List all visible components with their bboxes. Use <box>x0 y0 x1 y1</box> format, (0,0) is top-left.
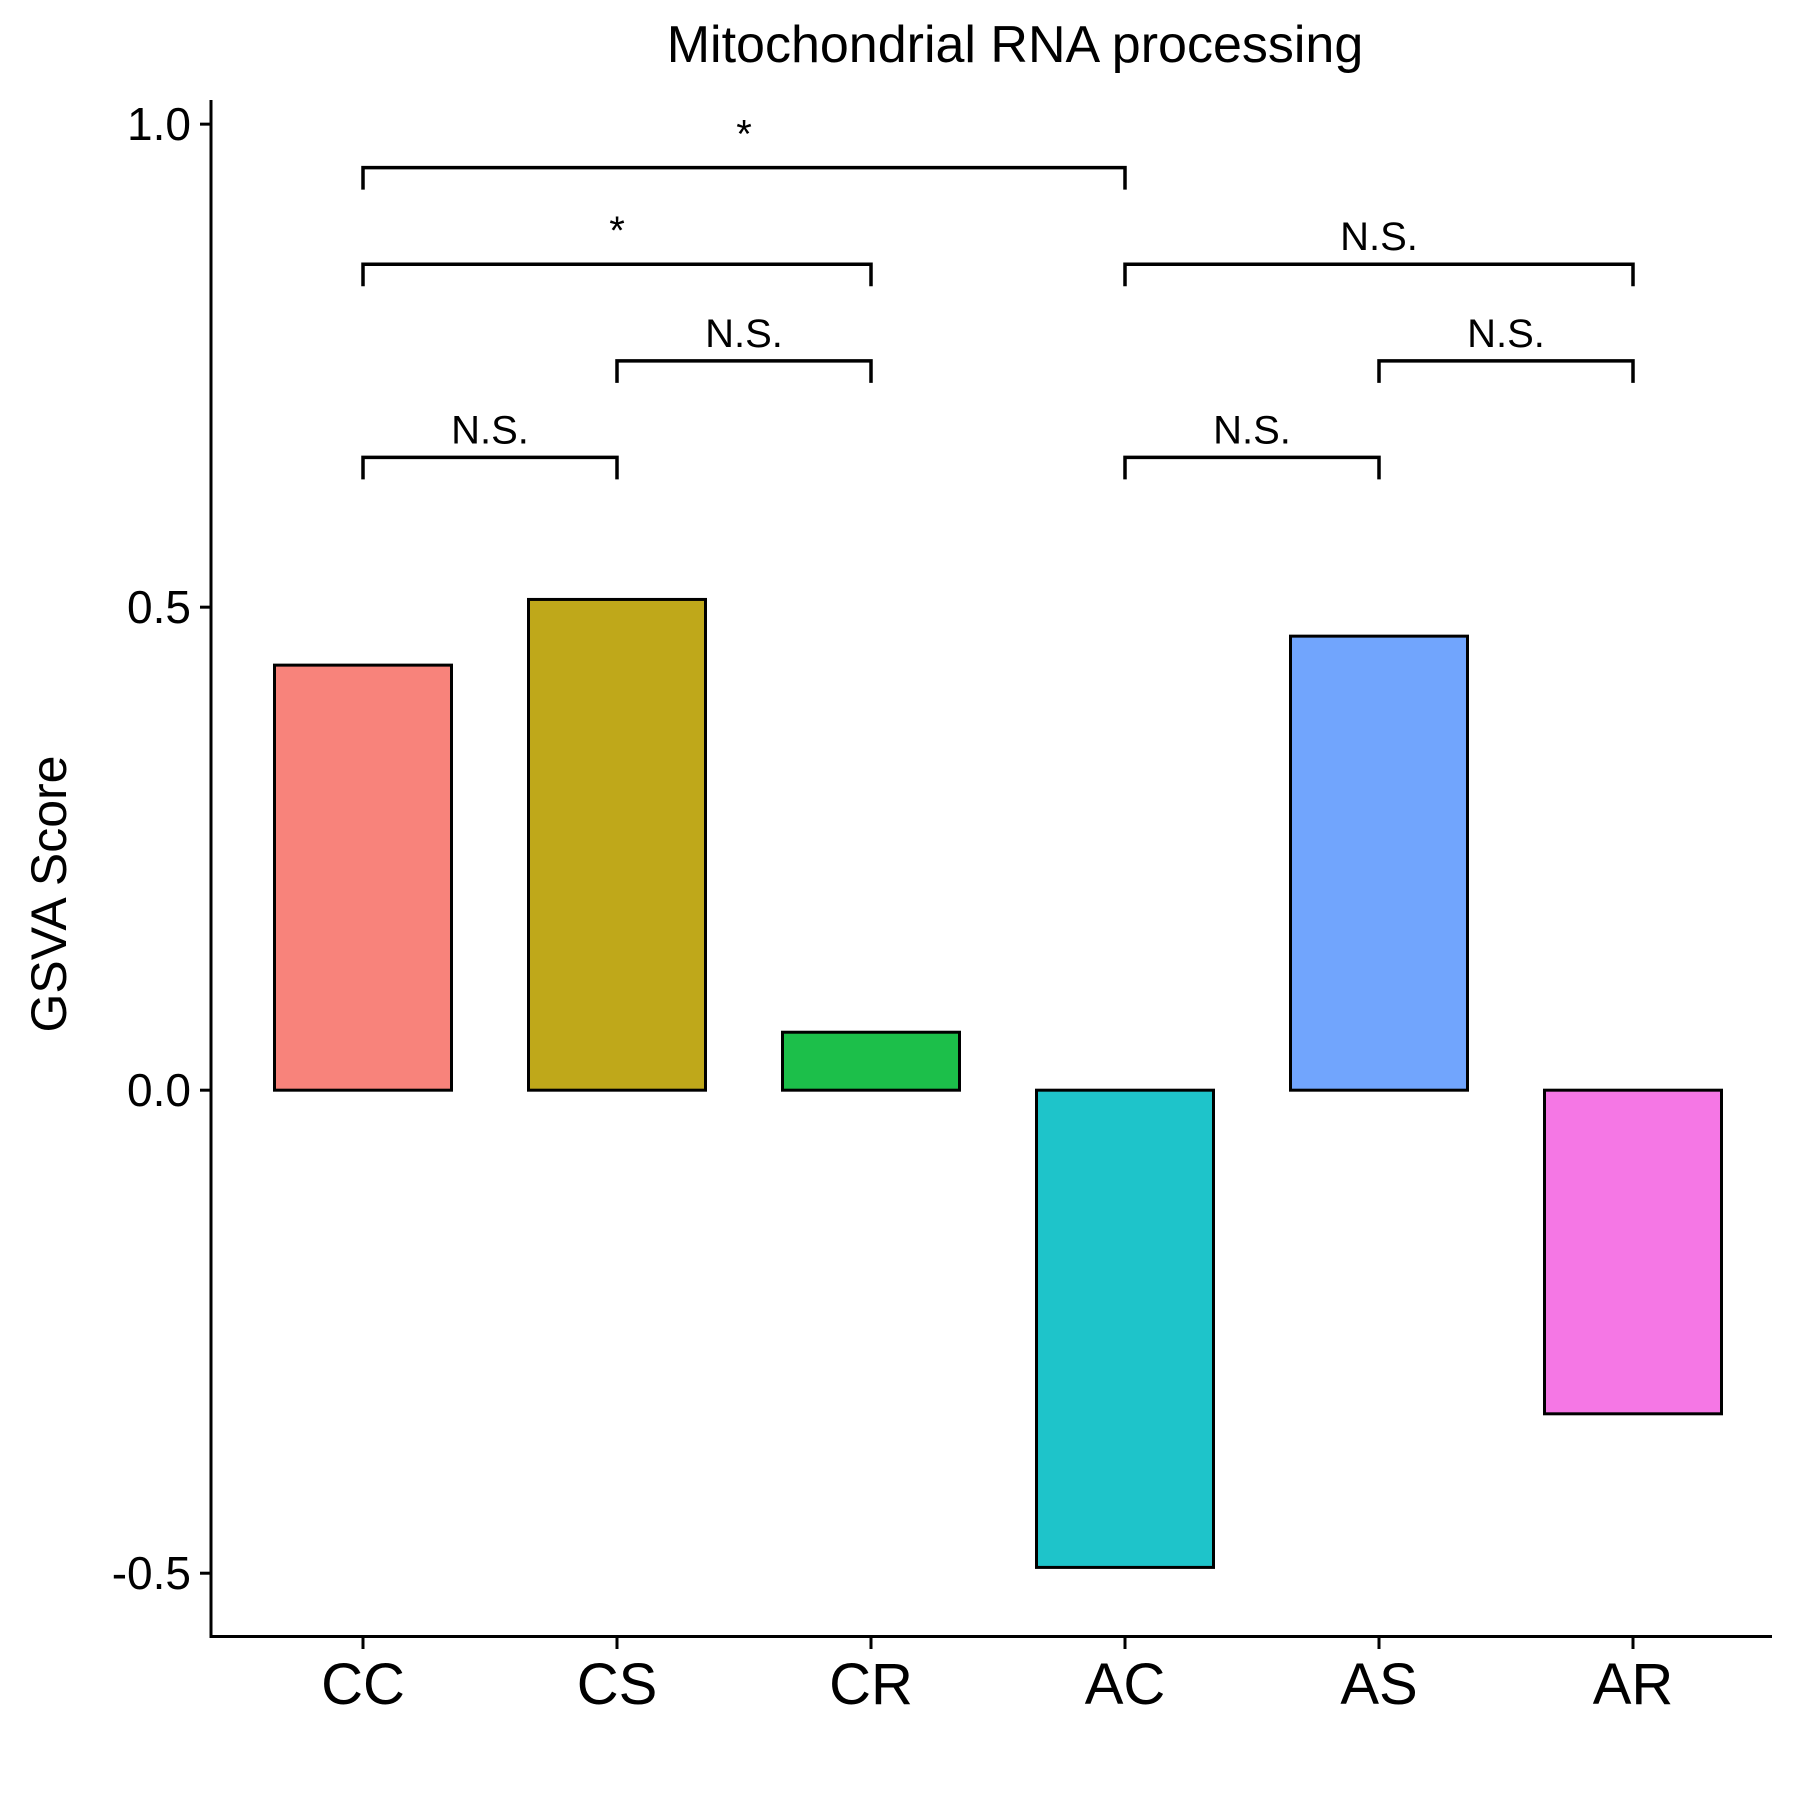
significance-label: N.S. <box>705 312 783 356</box>
x-axis-ticks: CC CS CR AC AS AR <box>321 1638 1673 1717</box>
x-tick-label: CR <box>829 1652 913 1717</box>
x-tick-label: AS <box>1340 1652 1417 1717</box>
significance-bracket <box>361 455 619 480</box>
chart-title: Mitochondrial RNA processing <box>667 16 1364 74</box>
bar-ac <box>1035 1088 1215 1569</box>
bar-ar <box>1543 1088 1723 1416</box>
significance-bracket <box>1123 262 1635 287</box>
y-tick-label: 0.5 <box>127 581 191 633</box>
y-tick-label: 1.0 <box>127 98 191 150</box>
x-tick-label: CC <box>321 1652 405 1717</box>
y-tick-label: -0.5 <box>112 1547 191 1599</box>
bar-cc <box>273 663 453 1092</box>
significance-label: * <box>609 209 625 253</box>
significance-label: * <box>736 113 752 157</box>
y-axis-label: GSVA Score <box>21 756 77 1033</box>
x-tick-label: CS <box>577 1652 658 1717</box>
bar-cr <box>781 1030 961 1092</box>
x-tick-label: AR <box>1593 1652 1674 1717</box>
significance-label: N.S. <box>1340 215 1418 259</box>
significance-label: N.S. <box>451 408 529 452</box>
bar-as <box>1289 634 1469 1092</box>
significance-bracket <box>361 165 1127 190</box>
significance-bracket <box>1123 455 1381 480</box>
y-tick-label: 0.0 <box>127 1064 191 1116</box>
significance-bracket <box>615 359 873 383</box>
y-axis-ticks: -0.5 0.0 0.5 1.0 <box>112 98 211 1599</box>
significance-label: N.S. <box>1213 408 1291 452</box>
significance-label: N.S. <box>1467 312 1545 356</box>
significance-bracket <box>1377 359 1635 383</box>
x-tick-label: AC <box>1085 1652 1166 1717</box>
significance-bracket <box>361 262 873 287</box>
bar-cs <box>527 597 707 1092</box>
significance-brackets: * * N.S. N.S. N.S. N.S. N.S. <box>361 113 1635 480</box>
bars <box>273 597 1723 1569</box>
